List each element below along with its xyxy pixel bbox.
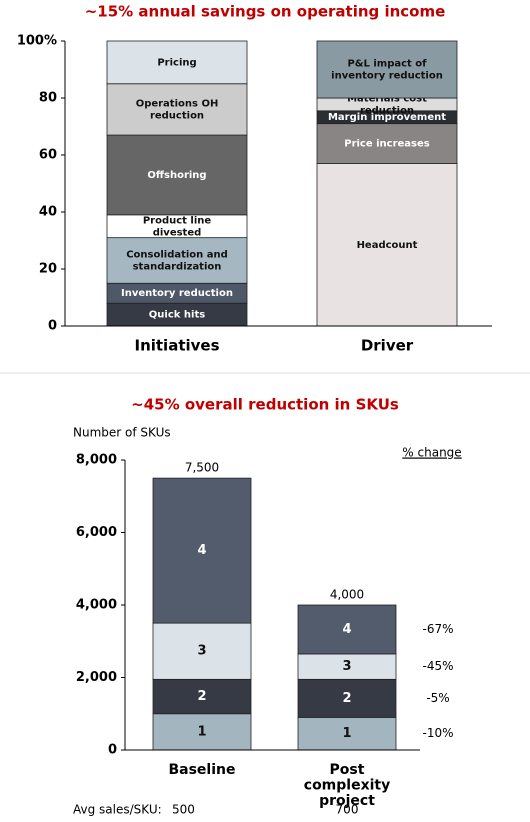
segment-label: Price increases [344, 139, 430, 150]
segment-label-line: divested [153, 227, 202, 238]
bar-segment [152, 477, 252, 624]
y-tick-label: 0 [108, 743, 117, 758]
y-tick-label: 80 [39, 91, 57, 106]
bar-segment [106, 40, 248, 85]
segment-label: 4 [342, 622, 351, 637]
bar-segment [106, 237, 248, 284]
segment-label: Inventory reduction [121, 288, 233, 299]
chart-title: ~15% annual savings on operating income [85, 3, 446, 21]
segment-label: Product line divested [143, 215, 212, 238]
segment-label: Quick hits [149, 310, 205, 321]
y-tick-label: 6,000 [76, 525, 117, 540]
x-tick-label-line: complexity [304, 777, 390, 793]
segment-label: 3 [342, 659, 351, 674]
chart-title: ~45% overall reduction in SKUs [131, 396, 399, 414]
footer-value: 700 [336, 803, 359, 817]
bar-segment [106, 83, 248, 136]
segment-label-line: Operations OH [136, 98, 219, 109]
x-tick-label-line: project [319, 793, 375, 809]
x-tick-label-line: Post [330, 762, 365, 778]
change-label: -5% [426, 691, 449, 705]
segment-label: 2 [342, 691, 351, 706]
segment-label: Headcount [357, 240, 418, 251]
bar-segment [297, 678, 397, 718]
segment-label-line: P&L impact of [347, 59, 427, 70]
segment-label: Pricing [157, 57, 196, 68]
x-tick-label: Driver [361, 337, 414, 355]
y-tick-label: 2,000 [76, 670, 117, 685]
bar-segment [316, 40, 458, 99]
segment-label-line: reduction [150, 110, 204, 121]
y-axis-label: Number of SKUs [73, 426, 171, 440]
y-tick-label: 4,000 [76, 598, 117, 613]
change-label: -10% [422, 726, 453, 740]
segment-label-line: standardization [133, 261, 222, 272]
bar-segment [297, 716, 397, 751]
segment-label-line: Materials cost [347, 93, 427, 104]
change-header: % change [402, 446, 461, 460]
segment-label: 1 [342, 726, 351, 741]
footer-value: 500 [172, 803, 195, 817]
bar-segment [152, 678, 252, 715]
total-label: 4,000 [330, 588, 364, 602]
bar-segment [152, 713, 252, 751]
y-tick-label: 20 [39, 262, 57, 277]
segment-label: Consolidation and standardization [126, 249, 228, 272]
change-label: -45% [422, 659, 453, 673]
segment-label: 4 [197, 543, 206, 558]
x-tick-label: Post complexity project [304, 762, 390, 809]
segment-label-line: reduction [360, 105, 414, 116]
footer-label: Avg sales/SKU: [73, 803, 162, 817]
segment-label: 2 [197, 689, 206, 704]
segment-label: Margin improvement [328, 112, 446, 123]
change-label: -67% [422, 622, 453, 636]
y-tick-label: 40 [39, 205, 57, 220]
y-tick-label: 100% [17, 34, 57, 49]
bar-segment [316, 123, 458, 164]
segment-label: P&L impact of inventory reduction [331, 59, 443, 82]
x-tick-label: Baseline [168, 762, 235, 778]
segment-label-line: Product line [143, 215, 212, 226]
y-tick-label: 60 [39, 148, 57, 163]
segment-label: Operations OH reduction [136, 98, 219, 121]
y-tick-label: 8,000 [76, 453, 117, 468]
bar-segment [106, 134, 248, 216]
y-tick-label: 0 [48, 319, 57, 334]
total-label: 7,500 [185, 461, 219, 475]
x-tick-label: Initiatives [134, 337, 219, 355]
segment-label: Offshoring [147, 170, 206, 181]
segment-label-line: inventory reduction [331, 71, 443, 82]
segment-label-line: Consolidation and [126, 249, 228, 260]
segment-label: Materials cost reduction [347, 93, 427, 116]
segment-label: 3 [197, 644, 206, 659]
segment-label: 1 [197, 724, 206, 739]
bar-segment [297, 604, 397, 655]
